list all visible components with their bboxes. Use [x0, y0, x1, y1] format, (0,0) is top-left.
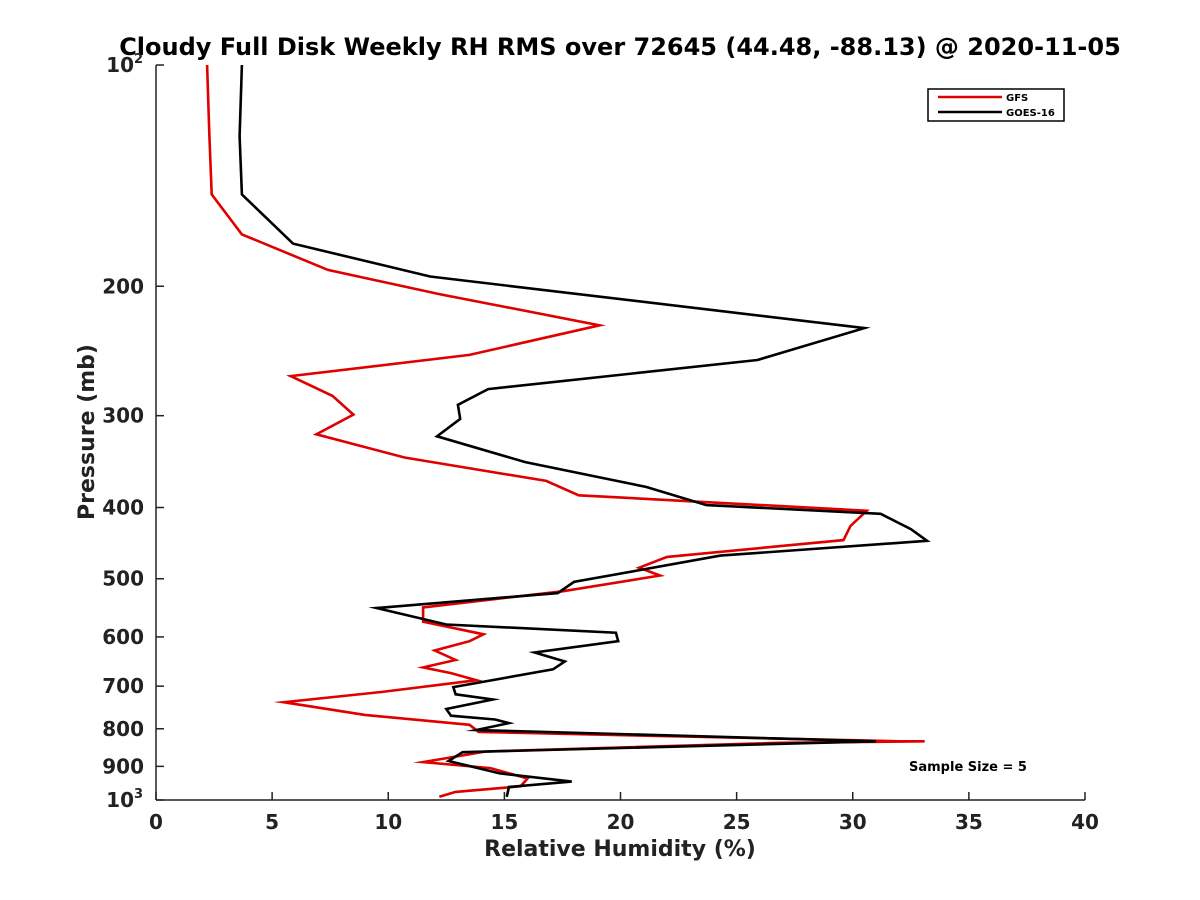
- series-line-gfs: [205, 64, 925, 799]
- x-tick-label: 10: [374, 810, 402, 834]
- x-tick-label: 40: [1071, 810, 1099, 834]
- chart-title: Cloudy Full Disk Weekly RH RMS over 7264…: [119, 33, 1121, 61]
- legend-box: [927, 88, 1065, 122]
- y-tick-label: 200: [102, 274, 144, 298]
- y-tick-label: 10: [106, 788, 134, 812]
- x-tick-label: 20: [607, 810, 635, 834]
- y-tick-label: 500: [102, 567, 144, 591]
- x-tick-label: 35: [955, 810, 983, 834]
- x-tick-label: 30: [839, 810, 867, 834]
- y-tick-label: 800: [102, 717, 144, 741]
- y-tick-label: 600: [102, 625, 144, 649]
- legend-label-goes16: GOES-16: [1006, 108, 1055, 119]
- sample-size-annotation: Sample Size = 5: [909, 760, 1027, 775]
- y-tick-label: 10: [106, 53, 134, 77]
- y-tick-label: 900: [102, 754, 144, 778]
- y-tick-label-exponent: 3: [134, 787, 143, 802]
- x-tick-label: 15: [490, 810, 518, 834]
- y-axis-label: Pressure (mb): [75, 344, 100, 520]
- series-line-goes16: [238, 64, 931, 798]
- legend-label-gfs: GFS: [1006, 93, 1028, 104]
- legend: GFS GOES-16: [927, 88, 1065, 122]
- x-tick-label: 25: [723, 810, 751, 834]
- y-tick-label-exponent: 2: [134, 52, 143, 67]
- y-tick-label: 400: [102, 496, 144, 520]
- x-tick-label: 5: [265, 810, 279, 834]
- y-tick-label: 300: [102, 404, 144, 428]
- x-axis-label: Relative Humidity (%): [484, 837, 756, 862]
- x-tick-label: 0: [149, 810, 163, 834]
- y-tick-label: 700: [102, 674, 144, 698]
